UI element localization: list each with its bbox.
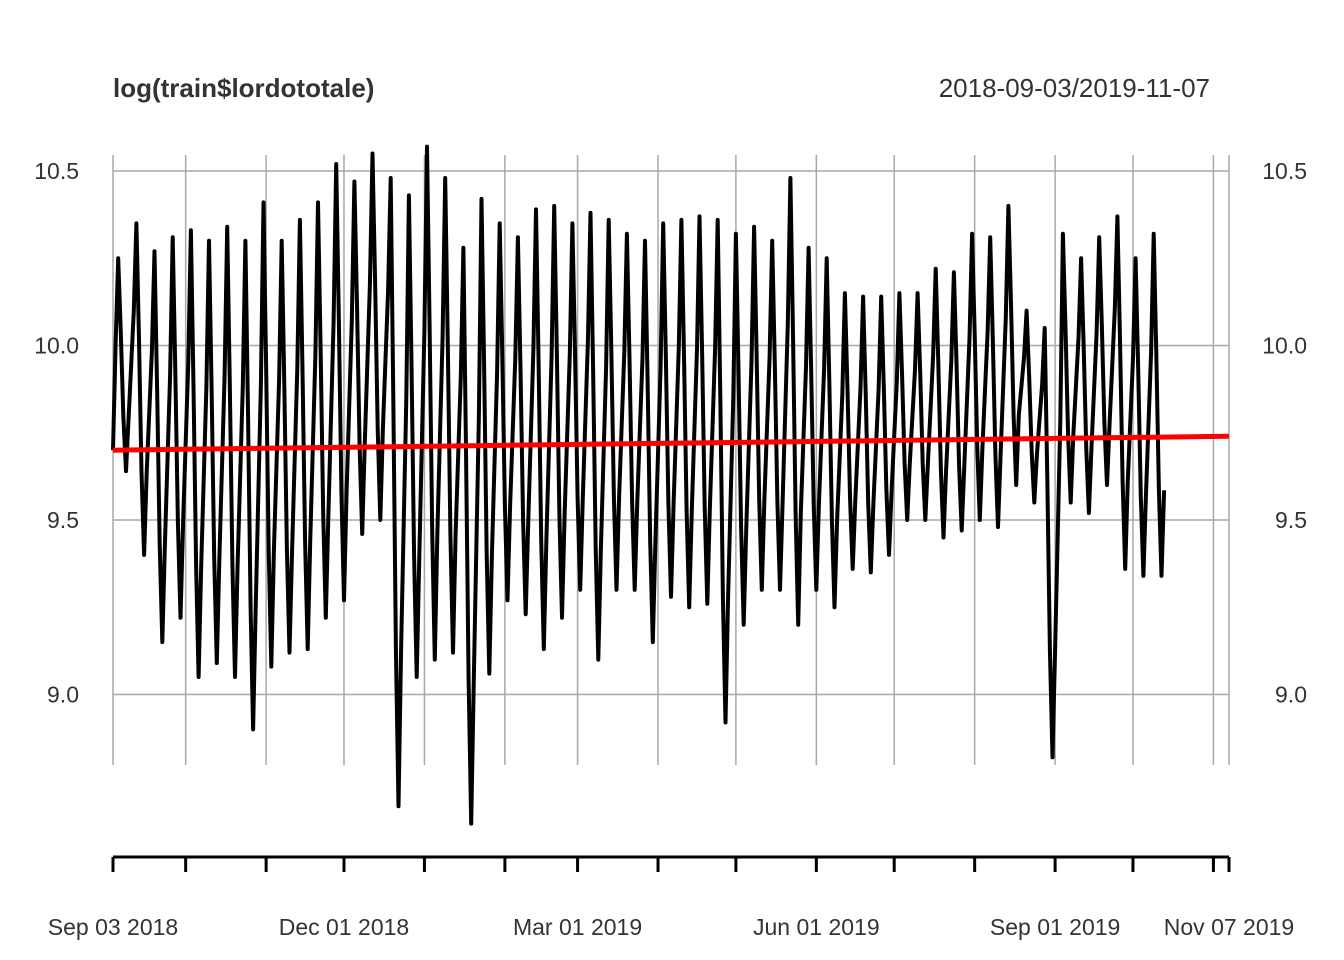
chart-title: log(train$lordototale) xyxy=(113,73,374,103)
y-tick-label: 10.5 xyxy=(1262,158,1307,184)
y-axis-left: 10.5 10.0 9.5 9.0 xyxy=(34,158,79,708)
x-axis: Sep 03 2018 Dec 01 2018 Mar 01 2019 Jun 01 … xyxy=(48,855,1294,940)
x-tick-label: Jun 01 2019 xyxy=(753,914,880,940)
y-tick-label: 10.0 xyxy=(34,333,79,359)
series-line-trend xyxy=(112,433,1230,453)
y-tick-label: 9.5 xyxy=(1275,507,1307,533)
y-tick-label: 9.5 xyxy=(47,507,79,533)
series-line-daily xyxy=(111,144,1167,826)
date-range-label: 2018-09-03/2019-11-07 xyxy=(939,73,1210,103)
y-tick-label: 9.0 xyxy=(1275,682,1307,708)
x-tick-label: Sep 01 2019 xyxy=(990,914,1120,940)
y-tick-label: 10.5 xyxy=(34,158,79,184)
y-axis-right: 10.5 10.0 9.5 9.0 xyxy=(1262,158,1307,708)
x-tick-label: Mar 01 2019 xyxy=(513,914,642,940)
x-tick-label: Sep 03 2018 xyxy=(48,914,178,940)
y-tick-label: 9.0 xyxy=(47,682,79,708)
plot-area xyxy=(111,144,1230,826)
x-tick-label: Nov 07 2019 xyxy=(1164,914,1294,940)
x-tick-label: Dec 01 2018 xyxy=(279,914,409,940)
y-tick-label: 10.0 xyxy=(1262,333,1307,359)
